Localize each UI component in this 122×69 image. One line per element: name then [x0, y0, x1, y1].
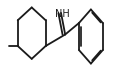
Text: NH: NH: [55, 9, 69, 19]
